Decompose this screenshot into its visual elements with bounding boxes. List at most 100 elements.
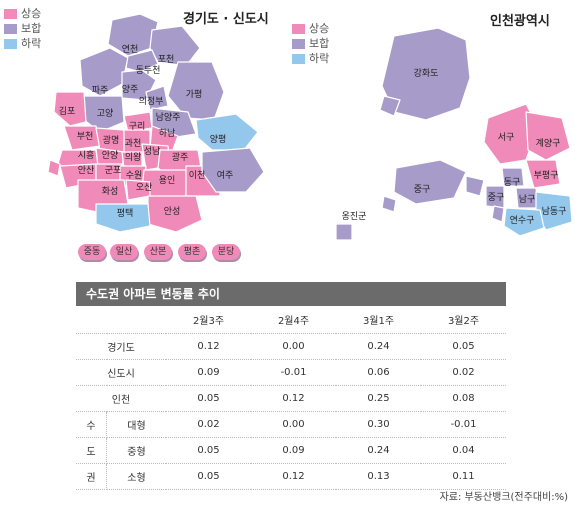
incheon-region-label: 연수구 bbox=[510, 215, 535, 226]
column-header: 2월4주 bbox=[251, 306, 336, 334]
incheon-region-label: 남구 bbox=[519, 194, 536, 205]
group-label: 수 bbox=[76, 411, 107, 438]
source-note: 자료: 부동산뱅크(전주대비:%) bbox=[439, 492, 568, 503]
region-ongjin-2 bbox=[381, 195, 397, 213]
table-cell: 0.00 bbox=[251, 411, 336, 438]
gyeonggi-region-label: 고양 bbox=[97, 108, 114, 119]
gyeonggi-region-label: 용인 bbox=[159, 175, 176, 186]
table-row: 경기도 0.12 0.00 0.24 0.05 bbox=[76, 333, 506, 360]
new-town-pill: 일산 bbox=[110, 244, 138, 260]
gyeonggi-region-label: 안성 bbox=[164, 206, 181, 217]
gyeonggi-region-label: 안양 bbox=[102, 150, 119, 161]
gyeonggi-region-label: 평택 bbox=[117, 208, 134, 219]
gyeonggi-region-label: 의왕 bbox=[125, 152, 142, 163]
legend-rise-label: 상승 bbox=[21, 7, 42, 20]
table-cell: 0.05 bbox=[166, 437, 251, 464]
region-island bbox=[47, 159, 61, 177]
table-header-row: 2월3주 2월4주 3월1주 3월2주 bbox=[76, 306, 506, 334]
table-cell: 0.12 bbox=[166, 333, 251, 360]
region-yangpyeong bbox=[195, 113, 259, 151]
right-map-title: 인천광역시 bbox=[490, 14, 550, 29]
table-cell: 0.13 bbox=[336, 463, 421, 490]
table-row: 도 중형 0.05 0.09 0.24 0.04 bbox=[76, 437, 506, 464]
legend-swatch-rise bbox=[292, 23, 305, 34]
gyeonggi-region-label: 연천 bbox=[122, 44, 139, 55]
legend-swatch-flat bbox=[292, 38, 305, 49]
incheon-region-label: 부평구 bbox=[534, 170, 559, 181]
row-label: 인천 bbox=[76, 385, 166, 412]
region-yeoju bbox=[201, 147, 265, 193]
gyeonggi-region-label: 포천 bbox=[158, 54, 175, 65]
region-ongjin-1 bbox=[335, 223, 353, 241]
table-row: 인천 0.05 0.12 0.25 0.08 bbox=[76, 385, 506, 412]
new-town-pill: 중동 bbox=[78, 244, 106, 260]
row-label: 소형 bbox=[106, 463, 166, 490]
new-town-pill: 분당 bbox=[212, 244, 240, 260]
table-cell: 0.30 bbox=[336, 411, 421, 438]
table-title: 수도권 아파트 변동률 추이 bbox=[76, 282, 506, 306]
table-cell: 0.24 bbox=[336, 437, 421, 464]
gyeonggi-region-label: 시흥 bbox=[78, 149, 95, 161]
gyeonggi-region-label: 수원 bbox=[126, 170, 143, 181]
gyeonggi-region-label: 동두천 bbox=[136, 65, 161, 76]
gyeonggi-region-label: 파주 bbox=[92, 85, 109, 96]
gyeonggi-region-label: 하남 bbox=[159, 128, 176, 139]
gyeonggi-region-label: 과천 bbox=[125, 138, 142, 149]
table-cell: 0.11 bbox=[421, 463, 506, 490]
table-cell: 0.02 bbox=[421, 359, 506, 386]
table-row: 권 소형 0.05 0.12 0.13 0.11 bbox=[76, 463, 506, 490]
column-header: 3월1주 bbox=[336, 306, 421, 334]
table-cell: 0.12 bbox=[251, 463, 336, 490]
region-gimpo bbox=[53, 91, 87, 127]
legend-fall-label: 하락 bbox=[309, 52, 330, 65]
region-bupyeong bbox=[525, 159, 561, 189]
legend-flat-label: 보합 bbox=[21, 22, 42, 35]
table-cell: 0.06 bbox=[336, 359, 421, 386]
region-yeonsu bbox=[503, 207, 545, 237]
region-ganghwa-islet bbox=[379, 95, 401, 117]
legend-swatch-fall bbox=[4, 38, 17, 49]
table-cell: -0.01 bbox=[251, 359, 336, 386]
gyeonggi-region-label: 가평 bbox=[186, 89, 203, 100]
gyeonggi-region-label: 부천 bbox=[77, 131, 94, 142]
region-jung-gu-island bbox=[393, 159, 467, 205]
table-cell: 0.12 bbox=[251, 385, 336, 412]
gyeonggi-region-label: 여주 bbox=[217, 169, 234, 181]
gyeonggi-region-label: 양주 bbox=[122, 84, 139, 95]
gyeonggi-region-label: 광명 bbox=[103, 134, 120, 146]
column-header: 2월3주 bbox=[166, 306, 251, 334]
right-legend: 상승 보합 하락 bbox=[292, 21, 329, 66]
legend-fall-label: 하락 bbox=[21, 37, 42, 50]
incheon-region-label: 강화도 bbox=[414, 68, 439, 79]
region-pyeongtaek bbox=[95, 203, 151, 233]
region-ongjin-3 bbox=[491, 205, 505, 223]
table-row: 신도시 0.09 -0.01 0.06 0.02 bbox=[76, 359, 506, 386]
row-label: 중형 bbox=[106, 437, 166, 464]
left-map-title: 경기도 · 신도시 bbox=[183, 12, 269, 27]
region-ganghwa bbox=[381, 27, 471, 121]
gyeonggi-region-label: 성남 bbox=[144, 146, 161, 157]
region-dongducheon bbox=[125, 49, 159, 73]
row-label: 대형 bbox=[106, 411, 166, 438]
gyeonggi-region-label: 이천 bbox=[189, 170, 206, 181]
group-label: 도 bbox=[76, 437, 107, 464]
new-town-pill: 평촌 bbox=[178, 244, 206, 260]
row-label: 신도시 bbox=[76, 359, 166, 386]
gyeonggi-region-label: 화성 bbox=[102, 186, 119, 197]
legend-flat-label: 보합 bbox=[309, 37, 330, 50]
row-label: 경기도 bbox=[76, 333, 166, 360]
region-dong-gu bbox=[501, 167, 525, 187]
incheon-region-label: 남동구 bbox=[542, 206, 567, 217]
column-header: 3월2주 bbox=[421, 306, 506, 334]
table-cell: -0.01 bbox=[421, 411, 506, 438]
table-cell: 0.24 bbox=[336, 333, 421, 360]
region-gyeyang bbox=[525, 111, 571, 161]
legend-swatch-flat bbox=[4, 23, 17, 34]
legend-swatch-fall bbox=[292, 53, 305, 64]
group-label: 권 bbox=[76, 463, 107, 490]
new-town-pill: 산본 bbox=[144, 244, 172, 260]
table-cell: 0.00 bbox=[251, 333, 336, 360]
